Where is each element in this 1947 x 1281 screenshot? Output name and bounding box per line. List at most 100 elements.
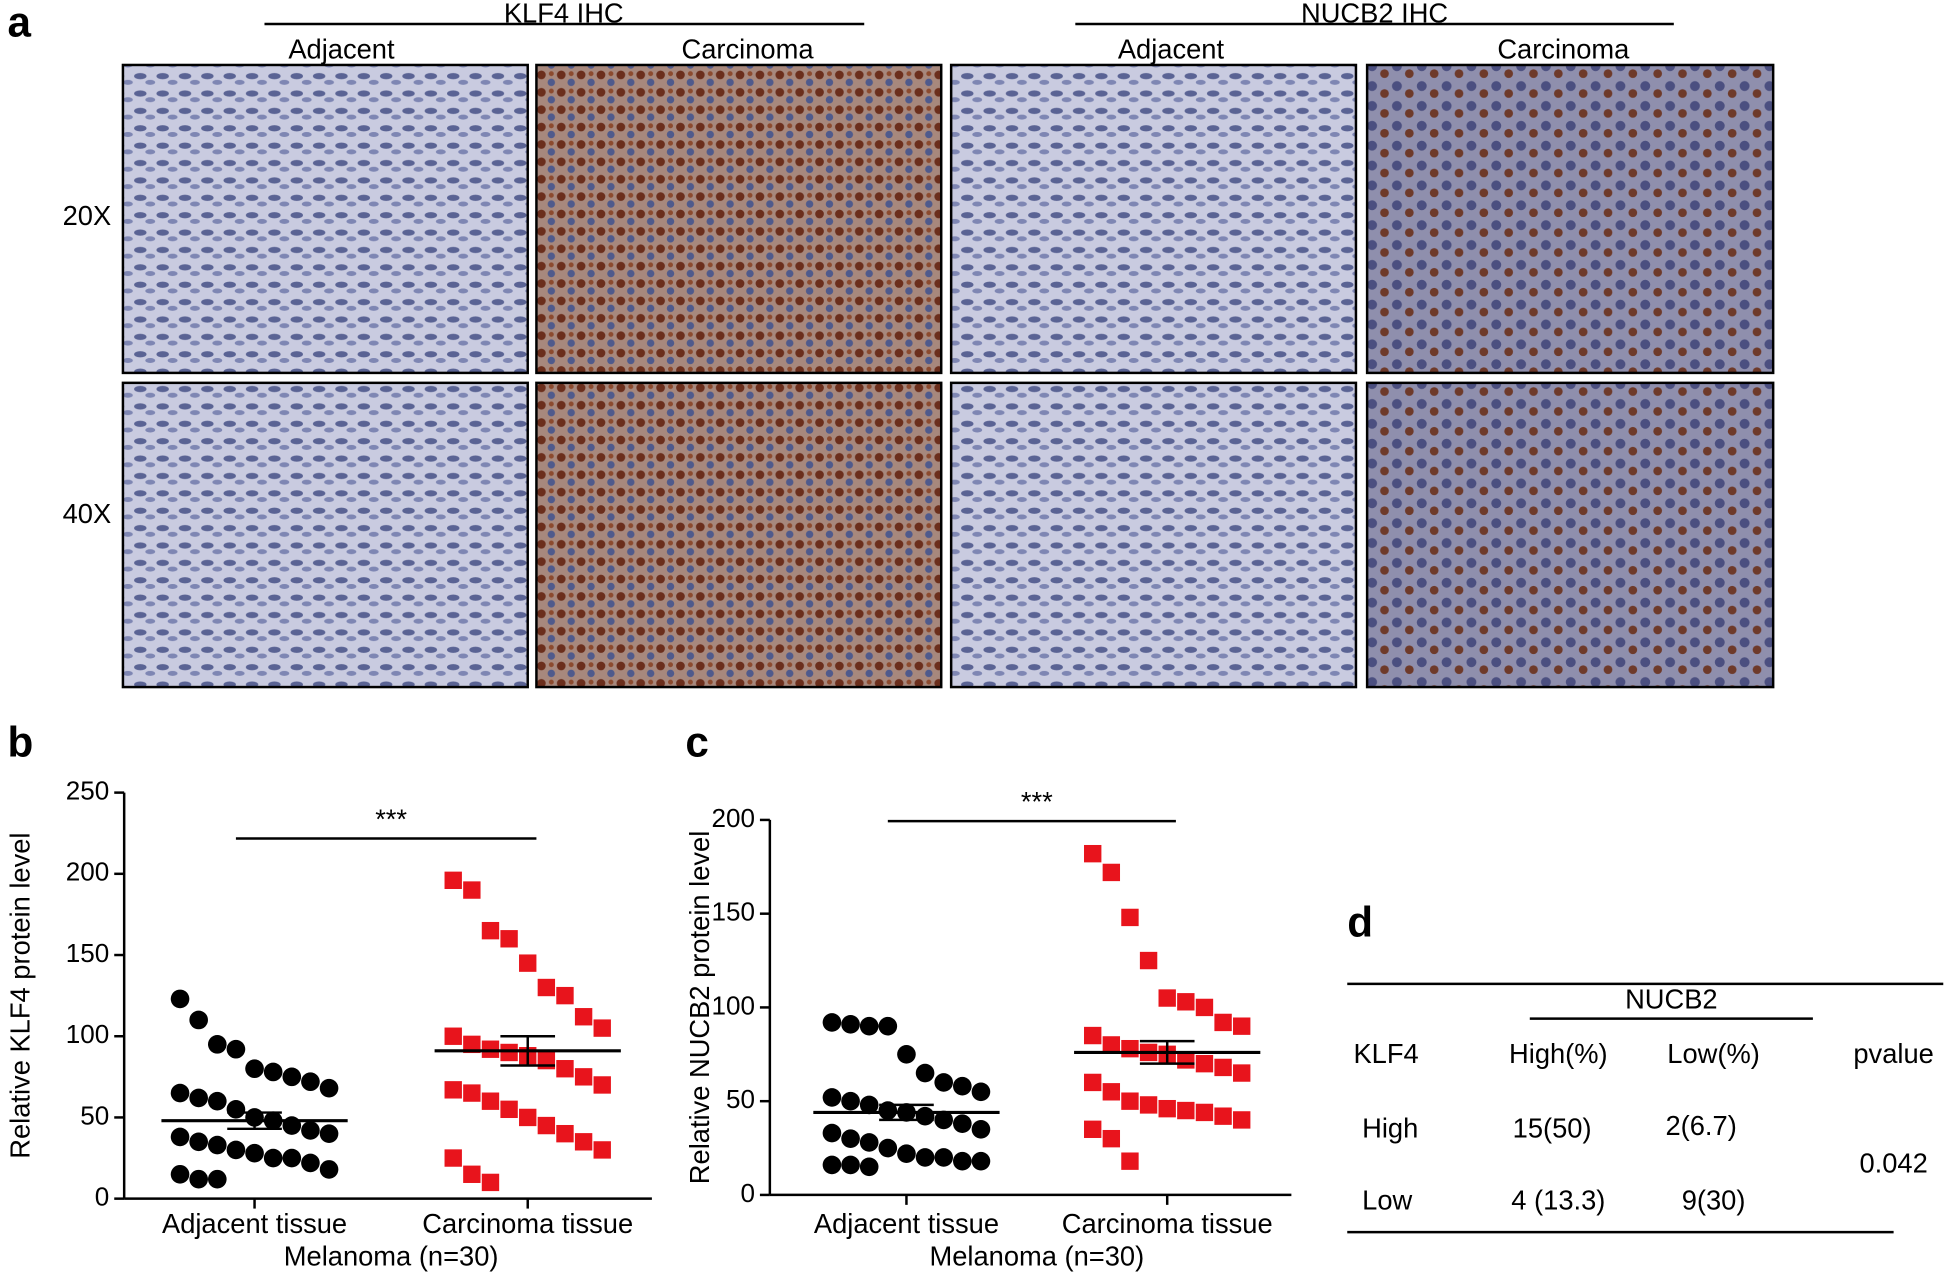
row-label: 40X	[63, 498, 112, 529]
data-point	[226, 1140, 246, 1160]
table-header: Low(%)	[1667, 1038, 1760, 1069]
data-point	[1121, 908, 1139, 927]
table-cell: 0.042	[1859, 1147, 1927, 1178]
data-point	[1195, 998, 1214, 1017]
data-point	[1177, 1101, 1195, 1120]
data-point	[1084, 1026, 1102, 1045]
data-point	[859, 1016, 879, 1036]
data-point	[1233, 1064, 1251, 1082]
data-point	[953, 1114, 972, 1133]
table-cell: High	[1362, 1113, 1418, 1144]
table-cell: 15(50)	[1513, 1113, 1592, 1144]
x-axis-label: Melanoma (n=30)	[929, 1240, 1144, 1271]
x-tick-label: Carcinoma tissue	[1062, 1208, 1273, 1239]
data-point	[245, 1143, 264, 1163]
data-point	[170, 1083, 190, 1103]
data-point	[245, 1059, 264, 1079]
data-point	[207, 1091, 227, 1111]
data-point	[481, 1092, 500, 1110]
data-point	[915, 1106, 935, 1126]
data-point	[1177, 993, 1195, 1011]
column-label: Carcinoma	[682, 34, 815, 65]
data-point	[319, 1078, 339, 1098]
data-point	[574, 1133, 593, 1151]
table-header: High(%)	[1509, 1038, 1608, 1069]
data-point	[859, 1095, 879, 1115]
y-tick-label: 0	[740, 1178, 754, 1208]
micrograph	[949, 381, 1358, 689]
data-point	[841, 1129, 860, 1148]
micrograph	[535, 63, 943, 375]
data-point	[1121, 1092, 1139, 1110]
y-tick-label: 100	[66, 1019, 109, 1049]
data-point	[556, 986, 574, 1005]
data-point	[1121, 1039, 1139, 1058]
y-axis-label: Relative NUCB2 protein level	[684, 831, 715, 1185]
data-point	[859, 1133, 879, 1152]
y-axis-label: Relative KLF4 protein level	[5, 833, 36, 1159]
data-point	[915, 1063, 935, 1083]
data-point	[1214, 1058, 1232, 1077]
data-point	[500, 1043, 518, 1062]
data-point	[1084, 1120, 1102, 1138]
data-point	[574, 1068, 593, 1086]
data-point	[556, 1060, 574, 1078]
data-point	[915, 1148, 935, 1167]
data-point	[593, 1076, 611, 1094]
data-point	[226, 1100, 246, 1119]
data-point	[444, 1027, 462, 1045]
panel-letter: d	[1347, 899, 1373, 946]
data-point	[207, 1035, 227, 1054]
data-point	[1158, 989, 1176, 1007]
data-point	[463, 1035, 481, 1054]
data-point	[897, 1044, 916, 1064]
data-point	[170, 1164, 190, 1184]
data-point	[841, 1155, 860, 1175]
data-point	[481, 1040, 500, 1058]
data-point	[301, 1153, 320, 1173]
data-point	[226, 1039, 246, 1059]
data-point	[971, 1151, 991, 1171]
data-point	[841, 1091, 860, 1111]
data-point	[207, 1135, 227, 1155]
data-point	[859, 1157, 879, 1177]
data-point	[841, 1014, 860, 1034]
row-label: 20X	[63, 200, 112, 231]
data-point	[463, 881, 481, 899]
data-point	[822, 1088, 842, 1107]
micrograph	[949, 63, 1358, 375]
data-point	[556, 1124, 574, 1143]
micrograph	[1365, 63, 1775, 375]
group-label: KLF4 IHC	[504, 0, 624, 29]
x-tick-label: Carcinoma tissue	[422, 1208, 633, 1239]
data-point	[878, 1138, 898, 1158]
data-point	[1102, 863, 1121, 882]
y-tick-label: 200	[711, 803, 754, 833]
data-point	[1214, 1013, 1232, 1032]
data-point	[444, 1081, 462, 1099]
data-point	[1233, 1111, 1251, 1129]
y-tick-label: 0	[95, 1182, 110, 1212]
data-point	[971, 1082, 991, 1102]
data-point	[207, 1169, 227, 1189]
data-point	[500, 930, 518, 948]
data-point	[537, 1116, 556, 1135]
data-point	[1195, 1054, 1214, 1073]
data-point	[822, 1123, 842, 1143]
column-label: Carcinoma	[1497, 34, 1630, 65]
data-point	[897, 1144, 916, 1163]
column-label: Adjacent	[288, 34, 395, 65]
table-cell: 4 (13.3)	[1511, 1185, 1605, 1216]
data-point	[593, 1019, 611, 1037]
data-point	[1139, 1096, 1158, 1114]
table-cell: Low	[1362, 1185, 1412, 1216]
data-point	[1102, 1036, 1121, 1054]
x-tick-label: Adjacent tissue	[162, 1208, 347, 1239]
data-point	[481, 1173, 500, 1192]
data-point	[1233, 1017, 1251, 1035]
x-tick-label: Adjacent tissue	[814, 1208, 999, 1239]
y-tick-label: 250	[66, 776, 109, 806]
panel-letter: c	[685, 719, 708, 766]
data-point	[444, 1149, 462, 1167]
